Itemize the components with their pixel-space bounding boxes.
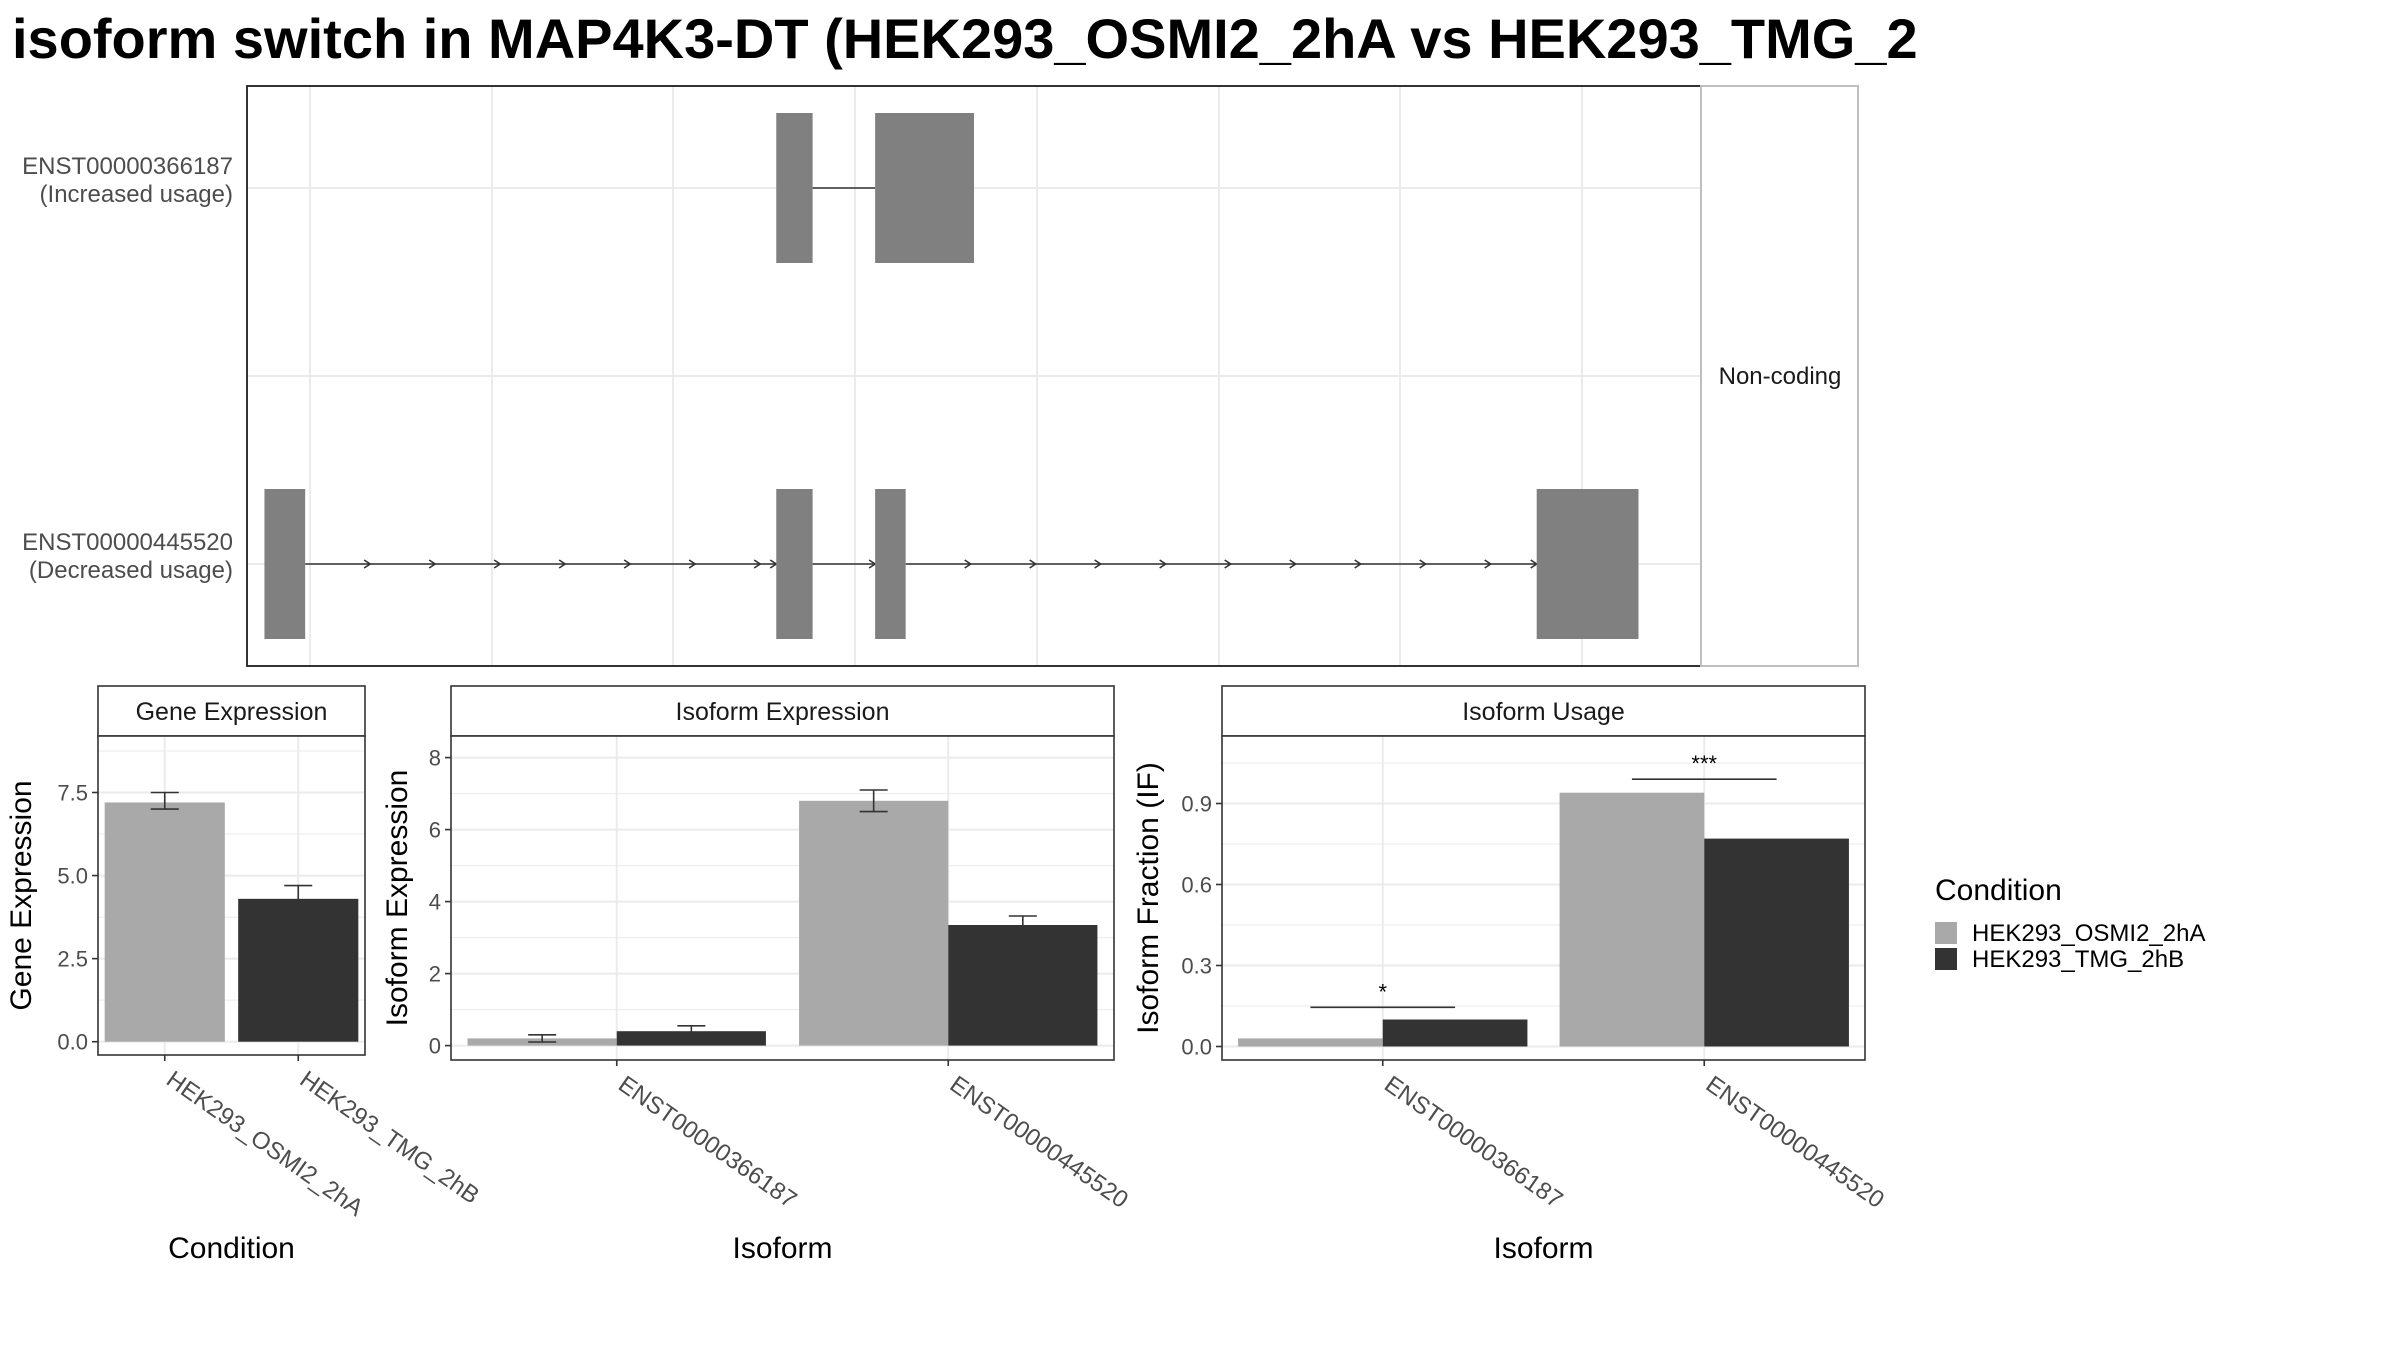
y-axis-title: Gene Expression <box>5 780 38 1010</box>
intron-direction-arrow <box>493 559 502 569</box>
intron-direction-arrow <box>1224 559 1233 569</box>
intron-direction-arrow <box>1094 559 1103 569</box>
bar-ENST00000366187-HEK293_TMG_2hB <box>1382 1019 1528 1047</box>
significance-label: *** <box>1691 751 1717 776</box>
plot-border <box>450 735 1115 1061</box>
facet-strip <box>97 685 366 737</box>
y-tick-label: 0.3 <box>1181 954 1212 979</box>
facet-strip-label: Isoform Usage <box>1462 698 1625 726</box>
x-axis-title: Isoform <box>1493 1232 1593 1265</box>
page-title: isoform switch in MAP4K3-DT (HEK293_OSMI… <box>12 7 1918 70</box>
y-tick-label: 0.0 <box>57 1030 88 1055</box>
exon <box>1536 489 1639 639</box>
bar-ENST00000445520-HEK293_TMG_2hB <box>1704 838 1849 1047</box>
facet-strip-label: Non-coding <box>1719 363 1842 390</box>
intron-direction-arrow <box>688 559 697 569</box>
bar-ENST00000445520-HEK293_OSMI2_2hA <box>799 800 949 1046</box>
exon <box>875 489 906 639</box>
bar-HEK293_TMG_2hB <box>238 898 359 1042</box>
x-axis-title: Isoform <box>732 1232 832 1265</box>
exon <box>776 113 813 263</box>
transcript-name-label: ENST00000366187 <box>22 153 233 180</box>
legend-title: Condition <box>1935 874 2062 907</box>
y-tick-label: 8 <box>429 746 441 771</box>
legend-swatch <box>1935 922 1957 944</box>
intron-direction-arrow <box>753 559 762 569</box>
plot-border <box>97 735 366 1056</box>
y-tick-label: 6 <box>429 818 441 843</box>
significance-label: * <box>1378 979 1387 1004</box>
bar-ENST00000366187-HEK293_TMG_2hB <box>616 1031 766 1046</box>
intron-direction-arrow <box>1419 559 1428 569</box>
y-tick-label: 0.6 <box>1181 873 1212 898</box>
transcript-usage-label: (Increased usage) <box>40 181 233 208</box>
intron-direction-arrow <box>964 559 973 569</box>
intron-direction-arrow <box>1029 559 1038 569</box>
y-tick-label: 5.0 <box>57 864 88 889</box>
facet-strip <box>1221 685 1866 737</box>
y-tick-label: 2 <box>429 962 441 987</box>
y-tick-label: 0.0 <box>1181 1035 1212 1060</box>
facet-strip-label: Isoform Expression <box>676 698 890 726</box>
intron-direction-arrow <box>428 559 437 569</box>
plot-border <box>1221 735 1866 1061</box>
transcript-structure-panel: ENST00000366187(Increased usage) ENST0000… <box>22 85 1859 667</box>
y-tick-label: 4 <box>429 890 441 915</box>
y-tick-label: 0 <box>429 1034 441 1059</box>
intron-direction-arrow <box>1354 559 1363 569</box>
facet-strip <box>450 685 1115 737</box>
intron-direction-arrow <box>1484 559 1493 569</box>
bar-ENST00000445520-HEK293_TMG_2hB <box>948 925 1098 1046</box>
y-tick-label: 7.5 <box>57 780 88 805</box>
y-axis-title: Isoform Expression <box>381 770 414 1027</box>
intron-direction-arrow <box>1159 559 1168 569</box>
transcript-track-ENST00000366187 <box>776 113 974 263</box>
legend-item-label: HEK293_OSMI2_2hA <box>1972 920 2205 947</box>
exon <box>875 113 974 263</box>
intron-direction-arrow <box>558 559 567 569</box>
y-axis-title: Isoform Fraction (IF) <box>1132 762 1165 1034</box>
transcript-name-label: ENST00000445520 <box>22 529 233 556</box>
intron-direction-arrow <box>1289 559 1298 569</box>
legend-swatch <box>1935 948 1957 970</box>
intron-direction-arrow <box>363 559 372 569</box>
y-tick-label: 0.9 <box>1181 792 1212 817</box>
exon <box>776 489 813 639</box>
facet-strip-label: Gene Expression <box>136 698 328 726</box>
transcript-usage-label: (Decreased usage) <box>29 557 233 584</box>
facet-strip <box>1700 85 1859 667</box>
bar-ENST00000366187-HEK293_OSMI2_2hA <box>1238 1038 1383 1047</box>
x-axis-title: Condition <box>168 1232 295 1265</box>
bar-HEK293_OSMI2_2hA <box>104 802 225 1042</box>
intron-direction-arrow <box>623 559 632 569</box>
exon <box>264 489 306 639</box>
y-tick-label: 2.5 <box>57 947 88 972</box>
transcript-track-ENST00000445520 <box>264 489 1639 639</box>
bar-ENST00000445520-HEK293_OSMI2_2hA <box>1559 792 1705 1047</box>
legend-item-label: HEK293_TMG_2hB <box>1972 946 2184 973</box>
